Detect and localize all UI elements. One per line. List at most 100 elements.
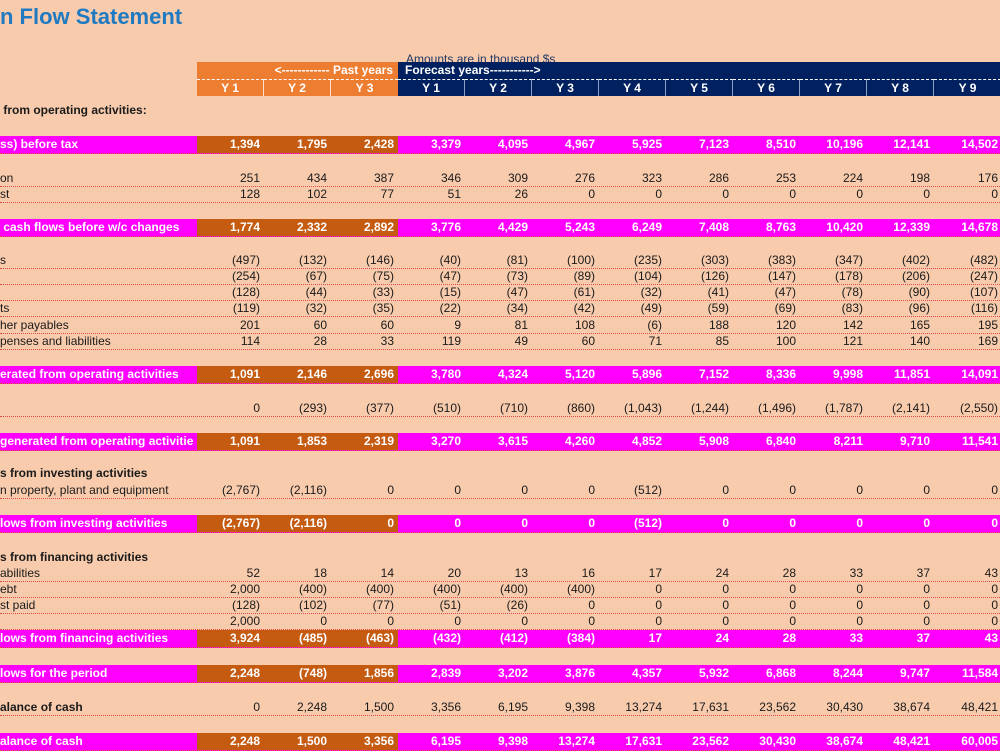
row-label[interactable] (0, 613, 197, 629)
cell-value[interactable]: (1,787) (824, 401, 863, 415)
cell-value[interactable]: (347) (834, 253, 863, 267)
cell-value[interactable]: (126) (700, 269, 729, 283)
cell-value[interactable]: (1,043) (623, 401, 662, 415)
cell-value[interactable]: (383) (767, 253, 796, 267)
cell-value[interactable]: 13 (514, 566, 528, 580)
cell-value[interactable]: 0 (588, 483, 595, 497)
cell-value[interactable]: 0 (253, 700, 260, 714)
cell-value[interactable]: 23,562 (692, 734, 729, 748)
cell-value[interactable]: 0 (991, 187, 998, 201)
cell-value[interactable]: 20 (447, 566, 461, 580)
cell-value[interactable]: (254) (231, 269, 260, 283)
cell-value[interactable]: 5,243 (564, 220, 595, 234)
column-header-past-y3[interactable]: Y 3 (331, 79, 398, 96)
row-label[interactable]: ts (0, 301, 10, 315)
cell-value[interactable]: 169 (977, 334, 998, 348)
cell-value[interactable]: (400) (432, 582, 461, 596)
cell-value[interactable]: (748) (264, 665, 331, 682)
cell-value[interactable]: 17,631 (625, 734, 662, 748)
cell-value[interactable]: 120 (775, 318, 796, 332)
cell-value[interactable]: 286 (708, 171, 729, 185)
cell-value[interactable]: 28 (313, 334, 327, 348)
cell-value[interactable]: 0 (991, 614, 998, 628)
cell-value[interactable]: (432) (432, 631, 461, 645)
cell-value[interactable]: 4,852 (631, 434, 662, 448)
cell-value[interactable]: 0 (991, 598, 998, 612)
cell-value[interactable]: 0 (588, 187, 595, 201)
cell-value[interactable]: 224 (842, 171, 863, 185)
cell-value[interactable]: 9,398 (564, 700, 595, 714)
cell-value[interactable]: (22) (439, 301, 461, 315)
cell-value[interactable]: 38,674 (826, 734, 863, 748)
cell-value[interactable]: 5,932 (698, 666, 729, 680)
cell-value[interactable]: (83) (841, 301, 863, 315)
cell-value[interactable]: 1,856 (331, 665, 398, 682)
cell-value[interactable]: 3,615 (497, 434, 528, 448)
cell-value[interactable]: (81) (506, 253, 528, 267)
cell-value[interactable]: 0 (923, 187, 930, 201)
cell-value[interactable]: 2,839 (430, 666, 461, 680)
cell-value[interactable]: 10,420 (826, 220, 863, 234)
cell-value[interactable]: 128 (239, 187, 260, 201)
cell-value[interactable]: (463) (331, 630, 398, 647)
cell-value[interactable]: 11,584 (961, 666, 998, 680)
cell-value[interactable]: (512) (633, 483, 662, 497)
cell-value[interactable]: 1,500 (363, 700, 394, 714)
cell-value[interactable]: 0 (923, 483, 930, 497)
cell-value[interactable]: 3,780 (430, 367, 461, 381)
row-label[interactable]: lows from financing activities (0, 631, 169, 645)
cell-value[interactable]: 1,774 (197, 219, 264, 236)
cell-value[interactable]: (67) (305, 269, 327, 283)
row-label[interactable]: ebt (0, 582, 17, 596)
cell-value[interactable]: 52 (246, 566, 260, 580)
row-label[interactable]: s (0, 253, 6, 267)
cell-value[interactable]: 0 (655, 598, 662, 612)
cell-value[interactable]: (100) (566, 253, 595, 267)
cell-value[interactable]: 33 (849, 631, 863, 645)
cell-value[interactable]: (35) (372, 301, 394, 315)
cell-value[interactable]: (77) (372, 598, 394, 612)
cell-value[interactable]: (69) (774, 301, 796, 315)
cell-value[interactable]: 165 (909, 318, 930, 332)
column-header-forecast-y1[interactable]: Y 1 (398, 79, 465, 96)
cell-value[interactable]: 2,146 (264, 366, 331, 383)
cell-value[interactable]: (128) (231, 598, 260, 612)
cell-value[interactable]: 5,925 (631, 137, 662, 151)
cell-value[interactable]: 81 (514, 318, 528, 332)
cell-value[interactable]: 0 (856, 483, 863, 497)
cell-value[interactable]: 253 (775, 171, 796, 185)
cell-value[interactable]: 0 (722, 614, 729, 628)
cell-value[interactable]: (2,767) (221, 483, 260, 497)
cell-value[interactable]: 37 (916, 631, 930, 645)
cell-value[interactable]: 0 (991, 516, 998, 530)
column-header-forecast-y5[interactable]: Y 5 (666, 79, 733, 96)
cell-value[interactable]: (47) (506, 285, 528, 299)
column-header-past-y1[interactable]: Y 1 (197, 79, 264, 96)
cell-value[interactable]: (75) (372, 269, 394, 283)
cell-value[interactable]: 12,339 (893, 220, 930, 234)
cell-value[interactable]: 13,274 (625, 700, 662, 714)
row-label[interactable]: penses and liabilities (0, 334, 111, 348)
cell-value[interactable]: 0 (789, 598, 796, 612)
row-label[interactable]: s from financing activities (0, 550, 149, 564)
cell-value[interactable]: 0 (655, 187, 662, 201)
cell-value[interactable]: 14 (380, 566, 394, 580)
cell-value[interactable]: 0 (856, 614, 863, 628)
cell-value[interactable]: 1,795 (264, 136, 331, 153)
row-label[interactable] (0, 400, 197, 416)
cell-value[interactable]: 102 (306, 187, 327, 201)
cell-value[interactable]: 14,502 (961, 137, 998, 151)
cell-value[interactable]: 4,967 (564, 137, 595, 151)
cell-value[interactable]: 142 (842, 318, 863, 332)
cell-value[interactable]: 33 (849, 566, 863, 580)
cell-value[interactable]: (402) (901, 253, 930, 267)
cell-value[interactable]: 26 (514, 187, 528, 201)
cell-value[interactable]: (102) (298, 598, 327, 612)
cell-value[interactable]: 121 (842, 334, 863, 348)
column-header-forecast-y9[interactable]: Y 9 (934, 79, 1000, 96)
cell-value[interactable]: 0 (454, 483, 461, 497)
cell-value[interactable]: 4,429 (497, 220, 528, 234)
cell-value[interactable]: 0 (387, 614, 394, 628)
cell-value[interactable]: (42) (573, 301, 595, 315)
row-label[interactable] (0, 268, 197, 284)
